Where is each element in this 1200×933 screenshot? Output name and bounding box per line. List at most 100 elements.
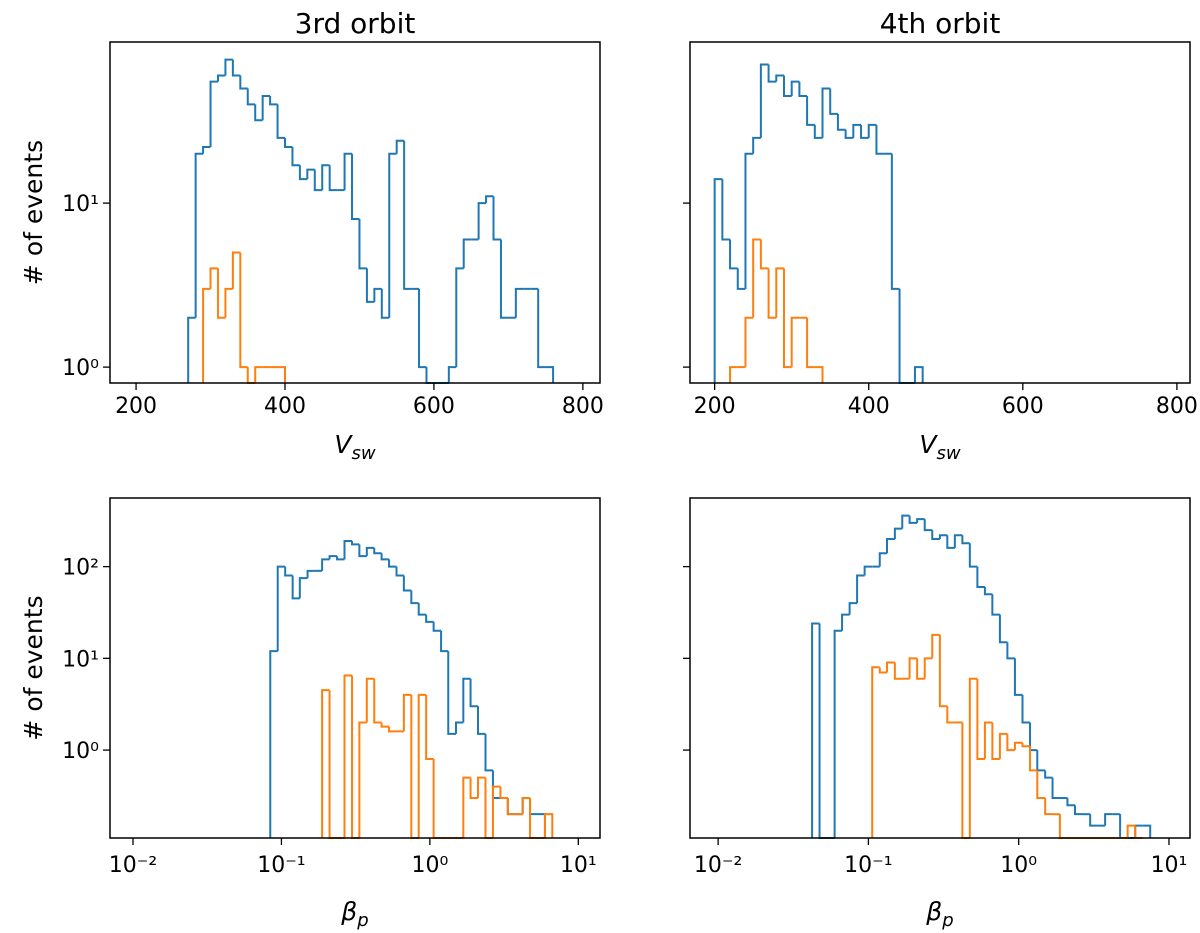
histogram-step	[209, 267, 218, 289]
histogram-step	[860, 124, 869, 139]
histogram-step	[239, 75, 248, 90]
histogram-step	[298, 165, 308, 181]
histogram-step	[1044, 770, 1053, 779]
x-axis-label-main: V	[919, 430, 938, 459]
histogram-step	[506, 798, 516, 816]
histogram-step	[351, 675, 360, 839]
histogram-step	[752, 136, 761, 154]
histogram-step	[983, 586, 993, 596]
histogram-step	[216, 268, 226, 319]
histogram-step	[818, 623, 828, 839]
histogram-step	[545, 366, 555, 383]
histogram-step	[194, 152, 204, 318]
histogram-step	[821, 87, 831, 138]
histogram-step	[499, 239, 509, 319]
histogram-step	[462, 776, 471, 838]
histogram-step	[306, 168, 315, 180]
x-tick-label: 400	[848, 394, 890, 419]
histogram-step	[246, 367, 256, 384]
x-tick-label: 400	[264, 394, 306, 419]
x-tick-label: 10⁰	[1000, 853, 1037, 878]
histogram-step	[721, 179, 731, 241]
histogram-step	[529, 798, 538, 839]
histogram-step	[231, 59, 241, 77]
histogram-step	[844, 129, 854, 139]
x-axis-label-sub: sw	[937, 443, 961, 464]
histogram-step	[321, 164, 330, 191]
histogram-step	[284, 566, 293, 577]
histogram-step	[908, 515, 918, 524]
histogram-step	[790, 80, 800, 96]
histogram-step	[833, 629, 843, 838]
histogram-step	[991, 594, 1000, 616]
y-tick-label: 10¹	[62, 192, 99, 217]
histogram-step	[961, 535, 970, 545]
histogram-step	[469, 678, 479, 708]
histogram-step	[209, 80, 218, 147]
histogram-step	[321, 558, 330, 571]
histogram-step	[916, 518, 925, 523]
histogram-step	[836, 113, 846, 131]
histogram-step	[893, 662, 903, 680]
histogram-step	[813, 124, 823, 139]
histogram-step	[425, 694, 434, 760]
histogram-step	[514, 287, 524, 318]
histogram-step	[269, 650, 278, 838]
histogram-step	[968, 677, 978, 838]
histogram-step	[790, 316, 800, 368]
x-tick-label: 10⁻¹	[257, 853, 305, 878]
histogram-step	[798, 81, 808, 97]
x-axis-label-main: V	[334, 430, 353, 459]
histogram-step	[395, 566, 404, 577]
histogram-step	[417, 603, 427, 616]
y-tick-label: 10⁰	[62, 356, 99, 381]
histogram-step	[782, 268, 792, 369]
histogram-step	[499, 786, 508, 800]
histogram-step	[923, 657, 933, 679]
histogram-step	[447, 366, 457, 383]
histogram-step	[1126, 824, 1136, 838]
histogram-step	[931, 530, 940, 541]
histogram-step	[852, 123, 862, 138]
histogram-step	[1021, 694, 1031, 724]
histogram-step	[455, 721, 464, 734]
histogram-step	[863, 565, 873, 576]
x-axis-label: Vsw	[919, 430, 960, 464]
x-tick-label: 10⁰	[411, 853, 448, 878]
histogram-step	[403, 140, 412, 290]
histogram-step	[775, 267, 784, 318]
histogram-step	[277, 366, 286, 383]
histogram-step	[455, 267, 464, 368]
histogram-step	[365, 677, 375, 723]
histogram-step	[365, 546, 375, 557]
x-tick-label: 600	[1002, 394, 1044, 419]
histogram-step	[998, 732, 1008, 759]
y-tick-label: 10²	[62, 556, 99, 581]
histogram-step	[328, 690, 338, 839]
histogram-step	[1021, 742, 1031, 748]
histogram-step	[529, 798, 538, 816]
histogram-step	[1029, 746, 1038, 772]
histogram-step	[856, 574, 865, 604]
histogram-step	[365, 268, 375, 303]
histogram-step	[388, 559, 397, 568]
histogram-step	[1051, 777, 1060, 800]
histogram-step	[744, 316, 754, 368]
histogram-step	[336, 556, 345, 561]
histogram-step	[276, 565, 286, 652]
histogram-step	[1013, 658, 1023, 696]
histogram-step	[782, 75, 792, 97]
x-tick-label: 800	[1156, 394, 1198, 419]
histogram-step	[254, 104, 263, 122]
histogram-step	[254, 366, 263, 383]
histogram-step	[202, 287, 211, 383]
histogram-step	[908, 657, 918, 679]
histogram-step	[239, 252, 248, 369]
histogram-step	[752, 238, 761, 318]
plot-frame	[689, 41, 1191, 384]
histogram-step	[343, 540, 353, 560]
histogram-step	[358, 218, 367, 270]
histogram-step	[998, 614, 1008, 644]
histogram-step	[775, 74, 784, 82]
